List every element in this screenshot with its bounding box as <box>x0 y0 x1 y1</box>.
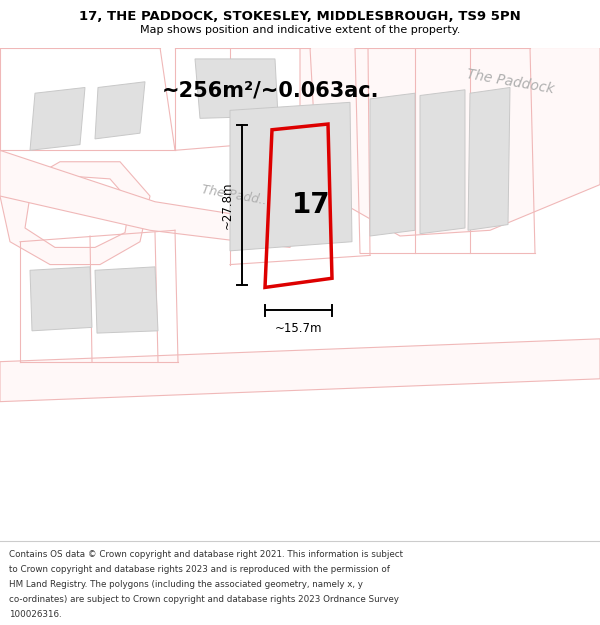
Text: 17: 17 <box>292 191 331 219</box>
Polygon shape <box>300 48 600 236</box>
Text: ~256m²/~0.063ac.: ~256m²/~0.063ac. <box>161 81 379 101</box>
Text: Contains OS data © Crown copyright and database right 2021. This information is : Contains OS data © Crown copyright and d… <box>9 549 403 559</box>
Text: Map shows position and indicative extent of the property.: Map shows position and indicative extent… <box>140 25 460 35</box>
Text: ~15.7m: ~15.7m <box>275 322 322 334</box>
Text: The Paddock: The Paddock <box>465 67 555 96</box>
Text: to Crown copyright and database rights 2023 and is reproduced with the permissio: to Crown copyright and database rights 2… <box>9 564 390 574</box>
Polygon shape <box>95 267 158 333</box>
Polygon shape <box>195 59 278 118</box>
Text: The Padd...: The Padd... <box>200 184 271 209</box>
Text: 17, THE PADDOCK, STOKESLEY, MIDDLESBROUGH, TS9 5PN: 17, THE PADDOCK, STOKESLEY, MIDDLESBROUG… <box>79 9 521 22</box>
Polygon shape <box>370 93 415 236</box>
Polygon shape <box>0 339 600 402</box>
Polygon shape <box>420 90 465 234</box>
Polygon shape <box>25 176 130 248</box>
Polygon shape <box>0 162 150 264</box>
Polygon shape <box>468 88 510 230</box>
Text: 100026316.: 100026316. <box>9 610 62 619</box>
Text: co-ordinates) are subject to Crown copyright and database rights 2023 Ordnance S: co-ordinates) are subject to Crown copyr… <box>9 595 399 604</box>
Text: ~27.8m: ~27.8m <box>221 181 234 229</box>
Polygon shape <box>30 267 92 331</box>
Polygon shape <box>230 102 352 251</box>
Polygon shape <box>0 151 300 248</box>
Polygon shape <box>95 82 145 139</box>
Text: HM Land Registry. The polygons (including the associated geometry, namely x, y: HM Land Registry. The polygons (includin… <box>9 580 363 589</box>
Polygon shape <box>30 88 85 151</box>
